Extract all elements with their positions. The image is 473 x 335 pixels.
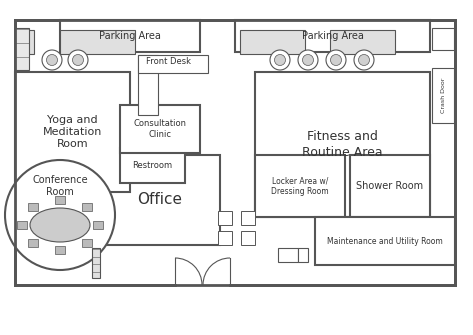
Circle shape bbox=[270, 50, 290, 70]
Text: Locker Area w/
Dressing Room: Locker Area w/ Dressing Room bbox=[271, 176, 329, 196]
Bar bbox=[28, 203, 38, 211]
Bar bbox=[350, 155, 430, 217]
Bar bbox=[298, 248, 308, 262]
Bar bbox=[138, 55, 158, 115]
Bar bbox=[15, 28, 29, 70]
Circle shape bbox=[68, 50, 88, 70]
Text: Office: Office bbox=[138, 193, 183, 207]
Circle shape bbox=[326, 50, 346, 70]
Circle shape bbox=[42, 50, 62, 70]
Text: Front Desk: Front Desk bbox=[146, 58, 191, 67]
Bar bbox=[255, 155, 345, 217]
Bar bbox=[55, 246, 65, 254]
Circle shape bbox=[359, 55, 369, 66]
Bar bbox=[60, 30, 135, 54]
Bar bbox=[82, 239, 92, 247]
Text: Shower Room: Shower Room bbox=[357, 181, 423, 191]
Text: Parking Area: Parking Area bbox=[99, 31, 161, 41]
Bar bbox=[82, 203, 92, 211]
Circle shape bbox=[46, 55, 58, 66]
Circle shape bbox=[5, 160, 115, 270]
Bar bbox=[120, 105, 200, 153]
Bar bbox=[92, 248, 100, 278]
Ellipse shape bbox=[30, 208, 90, 242]
Bar bbox=[138, 55, 208, 73]
Circle shape bbox=[331, 55, 342, 66]
Bar bbox=[432, 68, 454, 123]
Bar bbox=[100, 155, 220, 245]
Bar bbox=[93, 221, 103, 229]
Circle shape bbox=[298, 50, 318, 70]
Text: Maintenance and Utility Room: Maintenance and Utility Room bbox=[327, 237, 443, 246]
Circle shape bbox=[354, 50, 374, 70]
Circle shape bbox=[72, 55, 84, 66]
Circle shape bbox=[274, 55, 286, 66]
Text: Consultation
Clinic: Consultation Clinic bbox=[133, 119, 186, 139]
Bar bbox=[255, 72, 430, 217]
Bar bbox=[432, 28, 454, 50]
Bar bbox=[240, 30, 305, 54]
Bar bbox=[28, 239, 38, 247]
Bar bbox=[55, 196, 65, 204]
Text: Conference
Room: Conference Room bbox=[32, 175, 88, 197]
Bar bbox=[330, 30, 395, 54]
Bar bbox=[120, 148, 185, 183]
Text: Fitness and
Routine Area: Fitness and Routine Area bbox=[302, 131, 383, 158]
Text: Restroom: Restroom bbox=[132, 161, 173, 170]
Bar bbox=[20, 30, 34, 54]
Bar bbox=[15, 72, 130, 192]
Bar bbox=[60, 20, 200, 52]
Bar bbox=[17, 221, 27, 229]
Text: Crash Door: Crash Door bbox=[440, 78, 446, 113]
Bar bbox=[315, 217, 455, 265]
Bar bbox=[278, 248, 298, 262]
Bar bbox=[235, 20, 430, 52]
Circle shape bbox=[303, 55, 314, 66]
Text: Parking Area: Parking Area bbox=[302, 31, 363, 41]
Text: Yoga and
Meditation
Room: Yoga and Meditation Room bbox=[43, 115, 102, 149]
Bar bbox=[15, 20, 455, 285]
